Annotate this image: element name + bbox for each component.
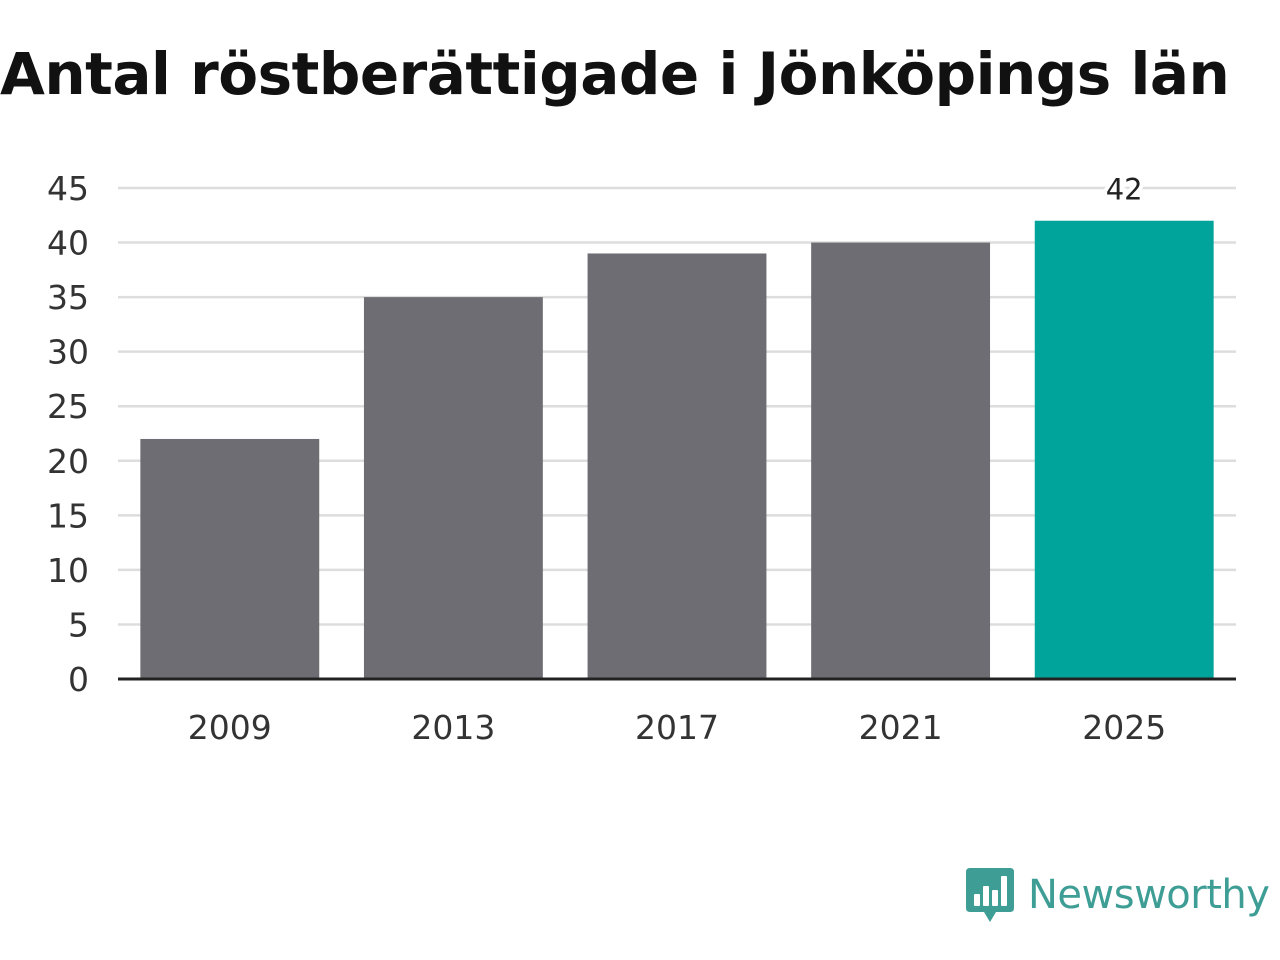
x-tick-label: 2017 — [635, 708, 719, 747]
y-tick-label: 45 — [47, 169, 89, 208]
y-tick-label: 25 — [47, 387, 89, 426]
y-tick-label: 30 — [47, 333, 89, 372]
bar-2017 — [587, 253, 767, 679]
bar-2013 — [363, 297, 543, 679]
bar-2021 — [811, 242, 991, 680]
y-tick-label: 5 — [68, 605, 89, 644]
bar-2009 — [140, 438, 320, 679]
brand-name: Newsworthy — [1028, 872, 1270, 918]
y-tick-label: 35 — [47, 278, 89, 317]
y-tick-label: 40 — [47, 224, 89, 263]
brand-logo: Newsworthy — [964, 864, 1270, 926]
bar-2025 — [1034, 220, 1214, 679]
x-tick-label: 2025 — [1082, 708, 1166, 747]
y-tick-label: 0 — [68, 660, 89, 699]
x-tick-label: 2009 — [188, 708, 272, 747]
data-label: 42 — [1106, 173, 1143, 207]
y-tick-label: 10 — [47, 551, 89, 590]
x-tick-label: 2021 — [859, 708, 943, 747]
chart-title: Antal röstberättigade i Jönköpings län — [0, 40, 1230, 108]
x-tick-label: 2013 — [411, 708, 495, 747]
y-tick-label: 15 — [47, 496, 89, 535]
y-tick-label: 20 — [47, 442, 89, 481]
newsworthy-logo-icon — [966, 868, 1014, 922]
